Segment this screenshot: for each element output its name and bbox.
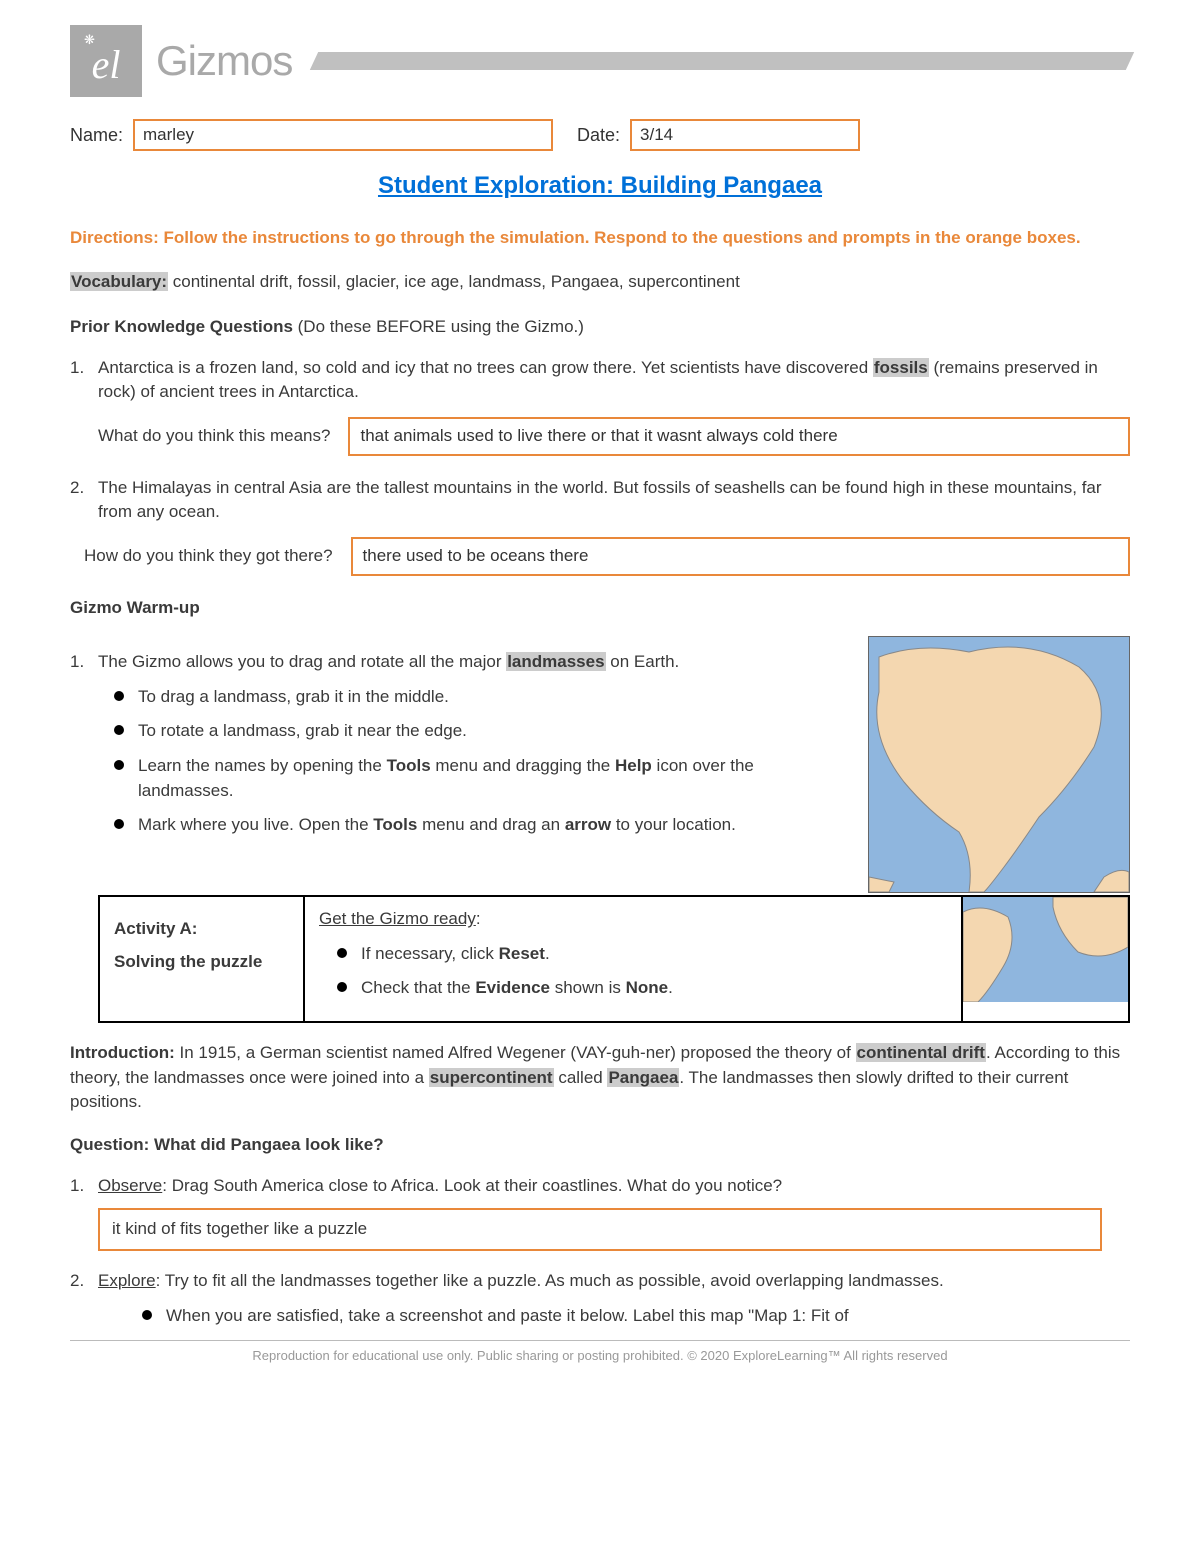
bullet-rotate-text: To rotate a landmass, grab it near the e… [138,719,467,744]
observe-text: : Drag South America close to Africa. Lo… [162,1176,782,1195]
activity-bullet-evidence: Check that the Evidence shown is None. [337,976,947,1001]
map-image-north-america [868,636,1130,893]
bullet-icon [114,819,124,829]
warmup-heading: Gizmo Warm-up [70,596,1130,621]
logo-icon: ❋ el [70,25,142,97]
directions-text: Directions: Follow the instructions to g… [70,226,1130,251]
activity-bullet-evidence-text: Check that the Evidence shown is None. [361,976,673,1001]
bullet-mark-text: Mark where you live. Open the Tools menu… [138,813,736,838]
vocab-terms: continental drift, fossil, glacier, ice … [168,272,740,291]
observe-question: 1. Observe: Drag South America close to … [70,1174,1130,1199]
intro-label: Introduction: [70,1043,175,1062]
warmup-section: 1. The Gizmo allows you to drag and rota… [70,636,1130,893]
prior-knowledge-heading: Prior Knowledge Questions (Do these BEFO… [70,315,1130,340]
bullet-tools: Learn the names by opening the Tools men… [114,754,848,803]
explore-bullets: When you are satisfied, take a screensho… [70,1304,1130,1329]
warmup-q1-number: 1. [70,650,98,675]
logo-spark-icon: ❋ [84,31,94,50]
observe-number: 1. [70,1174,98,1199]
activity-a-subtitle: Solving the puzzle [114,946,289,978]
q1-body: Antarctica is a frozen land, so cold and… [98,356,1130,405]
bullet-icon [337,948,347,958]
header-bar [310,52,1134,70]
q1-answer-row: What do you think this means? that anima… [98,417,1130,456]
bullet-tools-text: Learn the names by opening the Tools men… [138,754,848,803]
brand-name: Gizmos [156,31,292,92]
q1-term-fossils: fossils [873,358,929,377]
explore-bullet-screenshot: When you are satisfied, take a screensho… [142,1304,1130,1329]
bullet-icon [114,725,124,735]
warmup-term-landmasses: landmasses [506,652,605,671]
bullet-rotate: To rotate a landmass, grab it near the e… [114,719,848,744]
map-svg [869,637,1129,892]
question-1: 1. Antarctica is a frozen land, so cold … [70,356,1130,405]
bullet-icon [114,691,124,701]
bullet-icon [337,982,347,992]
get-ready-heading: Get the Gizmo ready: [319,907,947,932]
prior-head-text: Prior Knowledge Questions [70,317,298,336]
activity-bullet-reset-text: If necessary, click Reset. [361,942,550,967]
vocab-label: Vocabulary: [70,272,168,291]
introduction-paragraph: Introduction: In 1915, a German scientis… [70,1041,1130,1115]
name-date-row: Name: Date: [70,119,1130,151]
observe-body: Observe: Drag South America close to Afr… [98,1174,1130,1199]
intro-text-c: called [554,1068,608,1087]
header-row: ❋ el Gizmos [70,25,1130,97]
q2-prompt: How do you think they got there? [84,544,333,569]
intro-text-a: In 1915, a German scientist named Alfred… [175,1043,856,1062]
mini-map-image [963,897,1128,1002]
mini-map-svg [963,897,1128,1002]
q1-answer-input[interactable]: that animals used to live there or that … [348,417,1130,456]
intro-term-supercontinent: supercontinent [429,1068,554,1087]
explore-body: Explore: Try to fit all the landmasses t… [98,1269,1130,1294]
warmup-q1-pre: The Gizmo allows you to drag and rotate … [98,652,506,671]
footer-text: Reproduction for educational use only. P… [70,1340,1130,1366]
explore-label: Explore [98,1271,156,1290]
date-input[interactable] [630,119,860,151]
q2-answer-row: How do you think they got there? there u… [84,537,1130,576]
explore-question: 2. Explore: Try to fit all the landmasse… [70,1269,1130,1294]
date-label: Date: [577,122,620,148]
activity-table: Activity A: Solving the puzzle Get the G… [98,895,1130,1023]
bullet-mark: Mark where you live. Open the Tools menu… [114,813,848,838]
bullet-drag: To drag a landmass, grab it in the middl… [114,685,848,710]
q2-body: The Himalayas in central Asia are the ta… [98,476,1130,525]
worksheet-page: ❋ el Gizmos Name: Date: Student Explorat… [0,0,1200,1386]
explore-bullet-text: When you are satisfied, take a screensho… [166,1304,849,1329]
explore-number: 2. [70,1269,98,1294]
bullet-icon [114,760,124,770]
prior-note-text: (Do these BEFORE using the Gizmo.) [298,317,584,336]
name-input[interactable] [133,119,553,151]
warmup-text-column: 1. The Gizmo allows you to drag and rota… [70,636,848,848]
warmup-bullets: To drag a landmass, grab it in the middl… [70,685,848,838]
intro-term-pangaea: Pangaea [607,1068,679,1087]
question-heading: Question: What did Pangaea look like? [70,1133,1130,1158]
q1-text-pre: Antarctica is a frozen land, so cold and… [98,358,873,377]
activity-label-cell: Activity A: Solving the puzzle [100,897,305,1021]
observe-label: Observe [98,1176,162,1195]
activity-a-label: Activity A: [114,913,289,945]
q2-number: 2. [70,476,98,525]
bullet-icon [142,1310,152,1320]
q2-answer-input[interactable]: there used to be oceans there [351,537,1130,576]
activity-instructions-cell: Get the Gizmo ready: If necessary, click… [305,897,961,1021]
q1-prompt: What do you think this means? [98,424,330,449]
vocabulary-line: Vocabulary: continental drift, fossil, g… [70,270,1130,295]
name-label: Name: [70,122,123,148]
page-title: Student Exploration: Building Pangaea [70,169,1130,204]
question-2: 2. The Himalayas in central Asia are the… [70,476,1130,525]
observe-answer-input[interactable]: it kind of fits together like a puzzle [98,1208,1102,1251]
warmup-q1-post: on Earth. [606,652,680,671]
warmup-q1-body: The Gizmo allows you to drag and rotate … [98,650,848,675]
activity-bullet-reset: If necessary, click Reset. [337,942,947,967]
activity-map-cell [961,897,1128,1021]
intro-term-drift: continental drift [856,1043,986,1062]
explore-text: : Try to fit all the landmasses together… [156,1271,944,1290]
bullet-drag-text: To drag a landmass, grab it in the middl… [138,685,449,710]
q1-number: 1. [70,356,98,405]
warmup-q1: 1. The Gizmo allows you to drag and rota… [70,650,848,675]
